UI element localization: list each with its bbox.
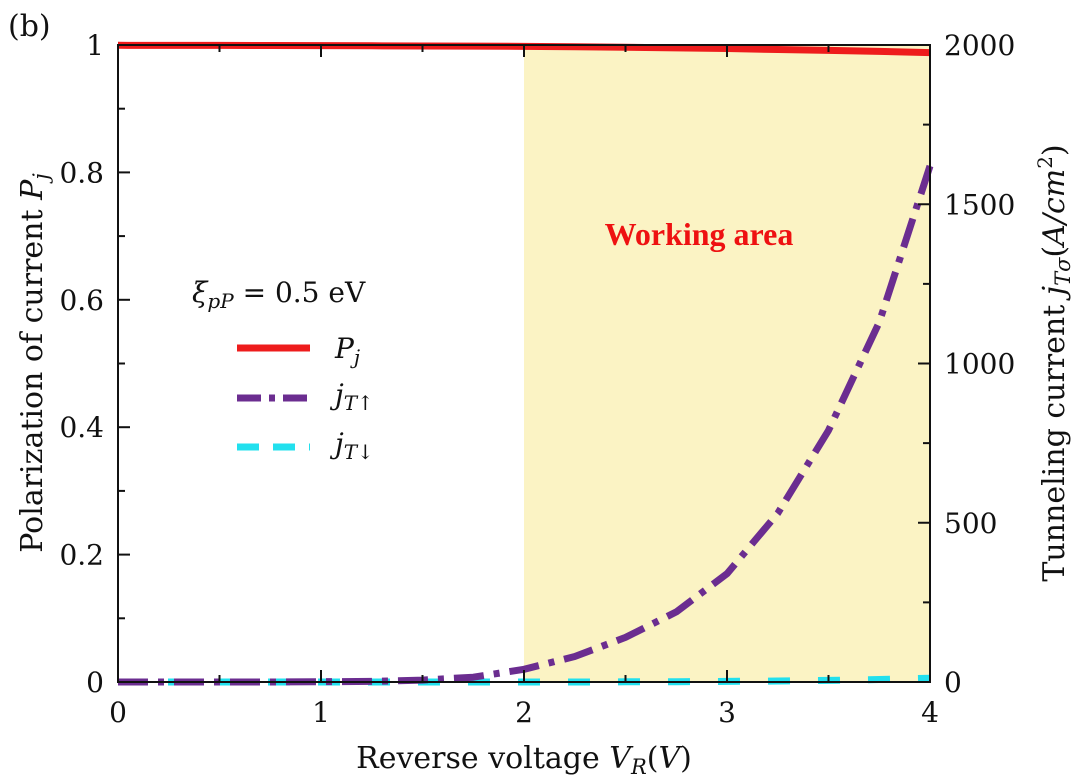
y-left-tick-label: 0.4 — [59, 411, 104, 444]
x-axis-label: Reverse voltage VR(V) — [356, 741, 692, 779]
y-right-tick-label: 1500 — [944, 188, 1015, 221]
y-right-tick-label: 500 — [944, 507, 997, 540]
y-axis-left-label: Polarization of current Pj — [15, 173, 53, 553]
working-area-annotation: Working area — [605, 216, 794, 252]
y-axis-right-label: Tunneling current jTσ(A/cm2) — [1033, 144, 1075, 581]
y-right-tick-label: 1000 — [944, 348, 1015, 381]
y-right-tick-label: 0 — [944, 666, 962, 699]
y-left-tick-label: 0.8 — [59, 156, 104, 189]
x-tick-label: 0 — [109, 696, 127, 729]
y-left-tick-label: 0.6 — [59, 284, 104, 317]
legend-label-pj: Pj — [334, 332, 360, 369]
working-area-shading — [524, 45, 930, 682]
legend: ξpP = 0.5 eV Pj jT↑ jT↓ — [192, 276, 374, 464]
legend-label-jt-up: jT↑ — [329, 378, 374, 415]
y-left-tick-label: 0 — [86, 666, 104, 699]
panel-label: (b) — [8, 9, 51, 44]
x-tick-label: 3 — [718, 696, 736, 729]
legend-title: ξpP = 0.5 eV — [192, 276, 366, 313]
y-right-tick-label: 2000 — [944, 29, 1015, 62]
y-left-tick-label: 0.2 — [59, 539, 104, 572]
legend-label-jt-down: jT↓ — [329, 427, 374, 464]
y-left-tick-label: 1 — [86, 29, 104, 62]
x-tick-label: 4 — [921, 696, 939, 729]
x-tick-label: 2 — [515, 696, 533, 729]
x-tick-label: 1 — [312, 696, 330, 729]
